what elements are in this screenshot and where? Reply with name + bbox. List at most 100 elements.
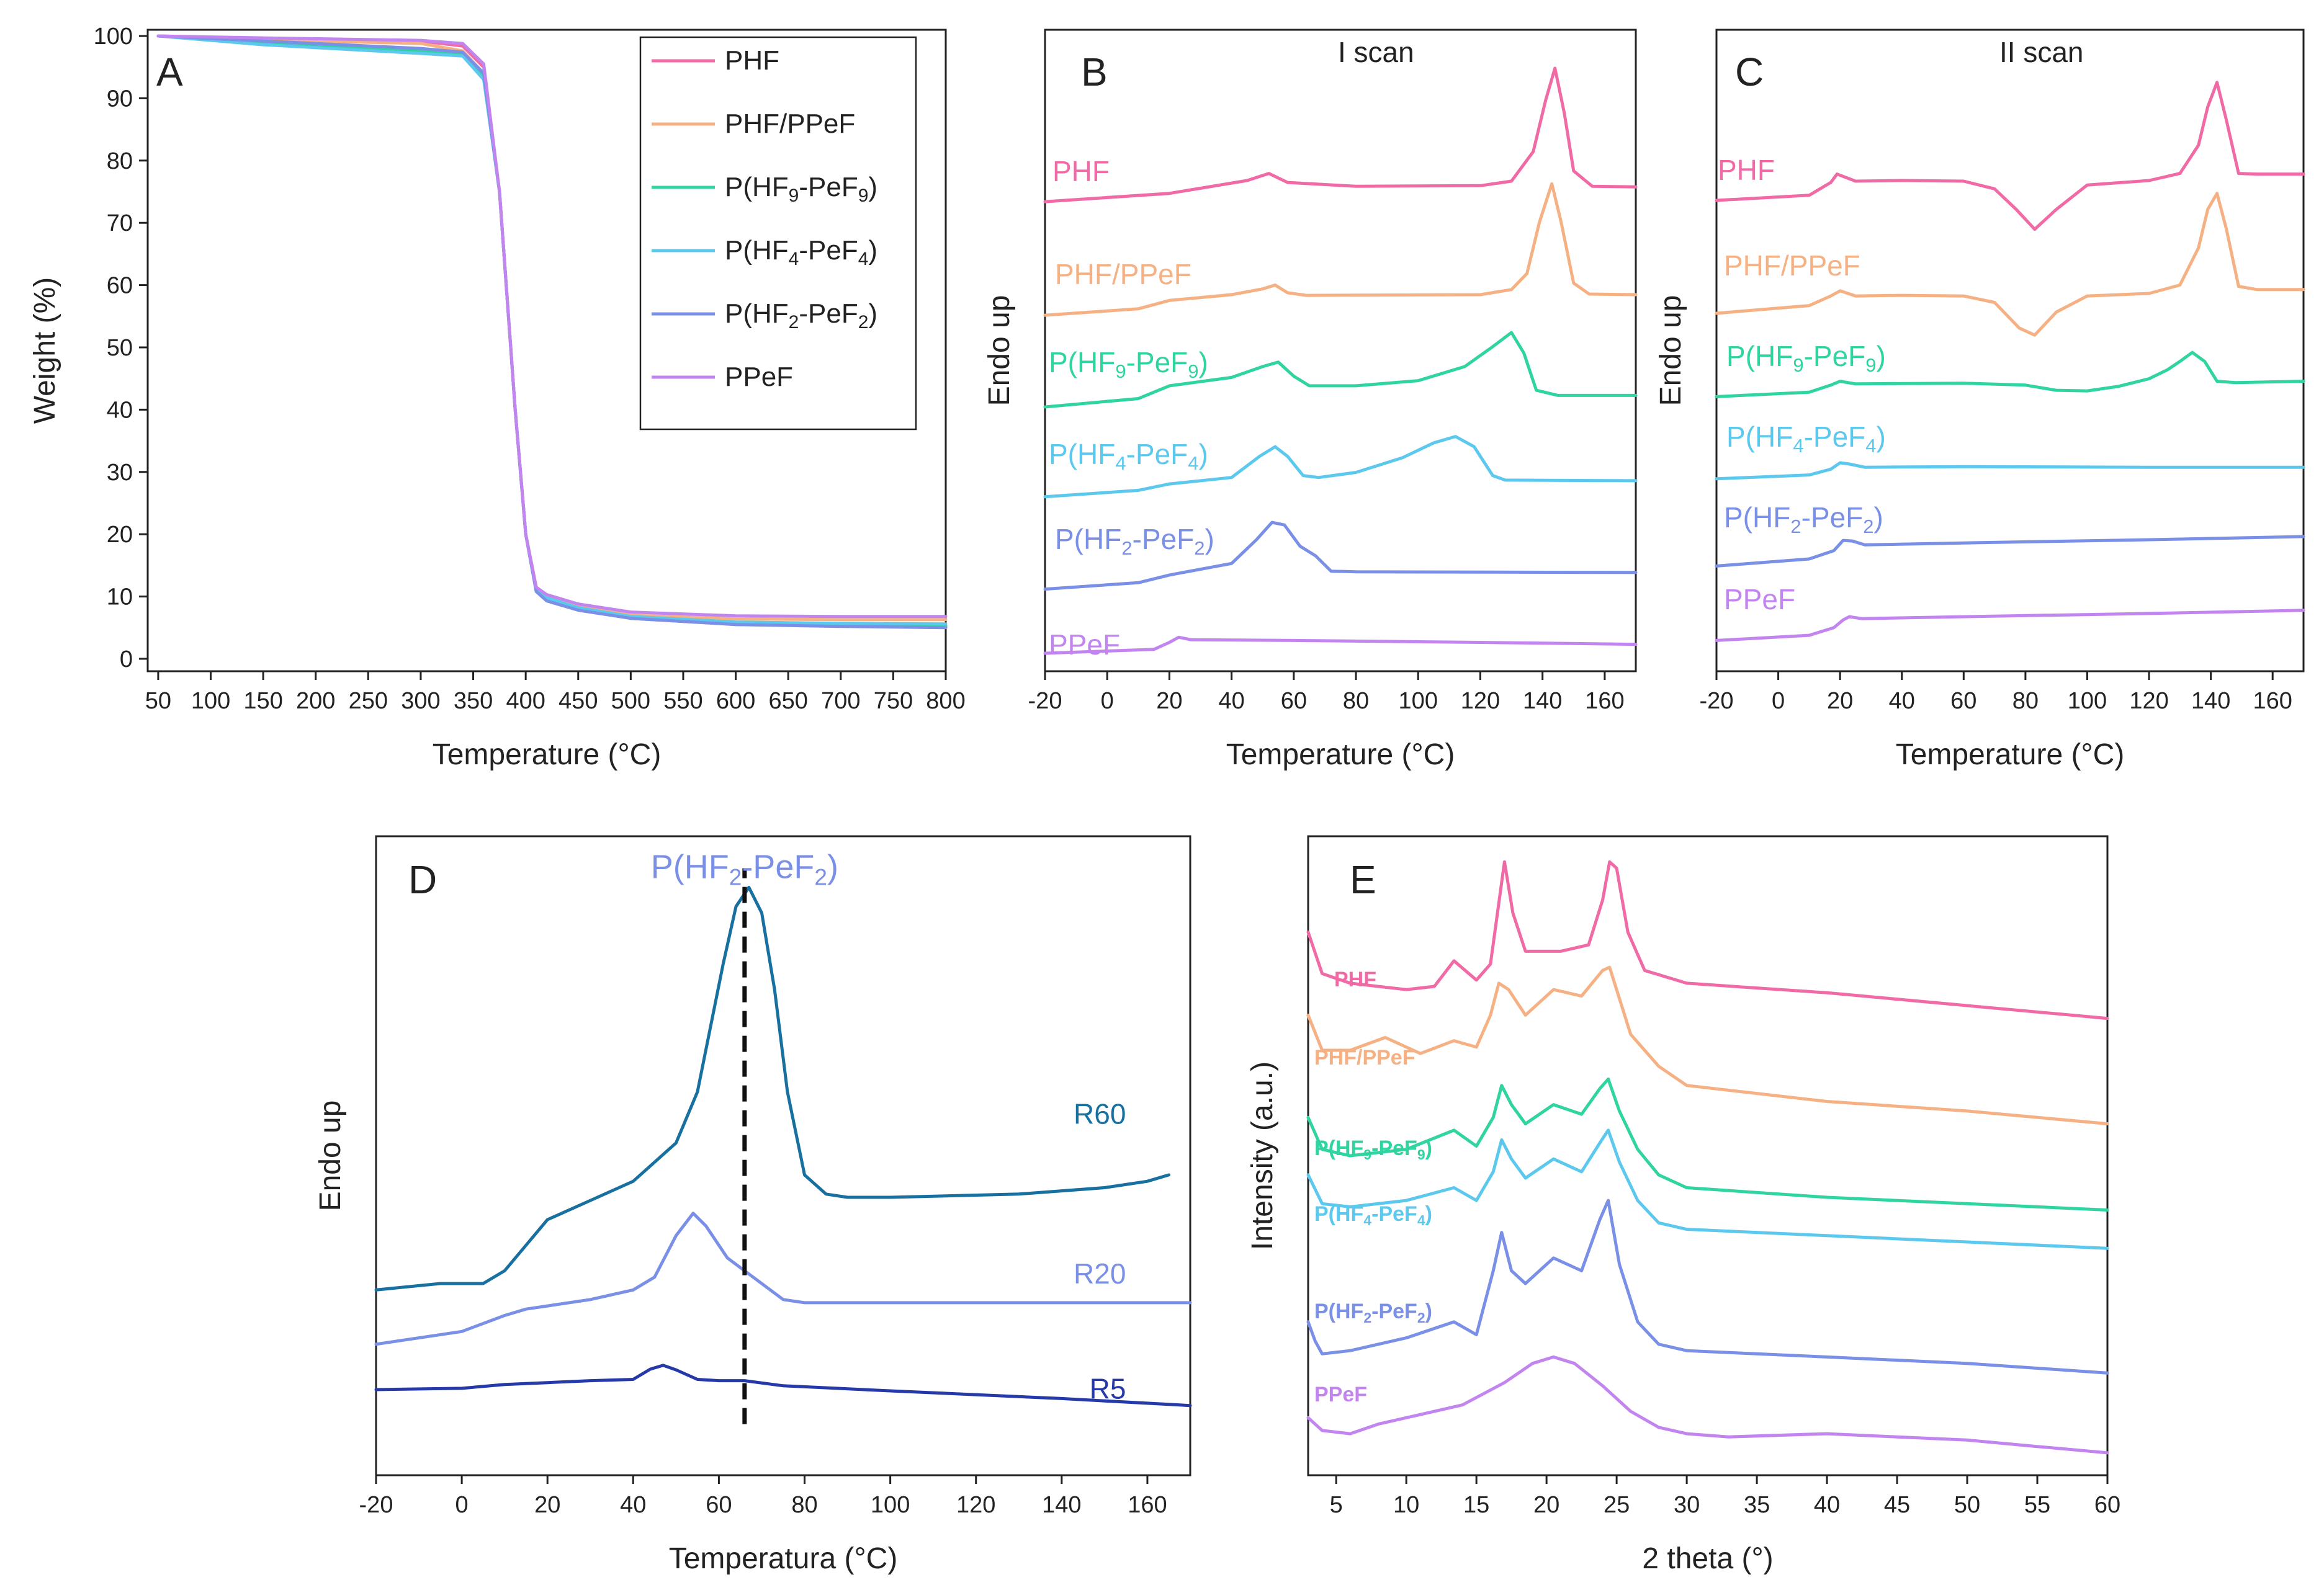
label-part: -PeF: [1126, 346, 1188, 378]
x-axis-title: Temperature (°C): [1896, 738, 2125, 771]
x-tick-label: 800: [926, 688, 965, 714]
label-part: ): [868, 298, 877, 329]
label-part: -PeF: [742, 849, 814, 886]
panel-letter: D: [408, 857, 437, 902]
top-compound-label: P(HF2-PeF2): [651, 849, 838, 890]
y-tick-label: 50: [107, 335, 133, 361]
x-tick-label: 120: [1461, 688, 1500, 714]
x-tick-label: 120: [956, 1492, 995, 1518]
series-line-3: [1715, 461, 2305, 481]
label-subscript: 9: [1363, 1146, 1371, 1163]
label-part: PPeF: [1724, 583, 1795, 615]
series-line-5: [156, 34, 948, 619]
x-axis-title: Temperatura (°C): [669, 1542, 898, 1575]
label-part: P(HF: [725, 298, 789, 329]
series-line-1: [374, 1212, 1192, 1346]
label-subscript: 2: [729, 865, 742, 890]
label-subscript: 4: [1793, 435, 1803, 457]
x-tick-label: 200: [296, 688, 335, 714]
series-label-3: P(HF4-PeF4): [1049, 438, 1208, 474]
series-label-0: PHF: [1718, 154, 1775, 186]
label-part: P(HF: [725, 172, 789, 202]
x-tick-label: 40: [1218, 688, 1244, 714]
label-part: P(HF: [1314, 1202, 1363, 1226]
panel-e: 5 10 15 20 25 30 35 40 45 50 55 60 2 theta (°) Intens…: [1246, 835, 2120, 1575]
y-axis-title: Endo up: [983, 295, 1016, 406]
label-subscript: 9: [789, 185, 799, 206]
label-part: P(HF: [1726, 421, 1793, 453]
label-subscript: 2: [1790, 516, 1801, 537]
x-tick-label: 120: [2129, 688, 2168, 714]
y-tick-label: 70: [107, 210, 133, 236]
series-line-1: [1043, 182, 1638, 317]
panel-letter: A: [156, 50, 183, 94]
label-part: P(HF: [725, 235, 789, 266]
x-tick-label: 250: [349, 688, 388, 714]
label-part: ): [1874, 501, 1883, 534]
x-tick-label: 15: [1463, 1492, 1489, 1518]
x-tick-label: 750: [874, 688, 913, 714]
label-part: -PeF: [1371, 1137, 1417, 1160]
x-tick-label: 100: [191, 688, 230, 714]
label-subscript: 4: [1363, 1212, 1371, 1228]
label-part: P(HF: [1049, 438, 1115, 470]
label-part: -PeF: [799, 235, 858, 266]
series-line-5: [1715, 609, 2305, 642]
y-tick-label: 0: [120, 646, 133, 672]
x-tick-label: 100: [1399, 688, 1438, 714]
label-part: -PeF: [1371, 1202, 1417, 1226]
series-line-2: [374, 1364, 1192, 1408]
label-part: ): [868, 172, 877, 202]
x-tick-label: 10: [1393, 1492, 1419, 1518]
label-subscript: 2: [814, 865, 827, 890]
label-subscript: 2: [1417, 1310, 1425, 1326]
x-tick-label: 140: [1523, 688, 1562, 714]
label-subscript: 4: [1865, 435, 1876, 457]
x-tick-label: 140: [1042, 1492, 1081, 1518]
x-tick-label: 700: [821, 688, 860, 714]
x-tick-label: 45: [1884, 1492, 1910, 1518]
label-part: PHF/PPeF: [1724, 249, 1860, 282]
label-part: PHF/PPeF: [1055, 258, 1191, 290]
x-tick-label: 40: [1814, 1492, 1840, 1518]
panel-a: 50 100 150 200 250 300 350 400 450 500 550 600 650 70…: [29, 24, 966, 771]
panel-title: II scan: [1999, 36, 2084, 68]
panel-letter: E: [1350, 857, 1376, 902]
x-tick-label: 160: [1585, 688, 1624, 714]
label-part: ): [827, 849, 838, 886]
series-label-3: P(HF4-PeF4): [1314, 1202, 1432, 1228]
x-tick-label: 80: [1343, 688, 1369, 714]
label-part: ): [1425, 1202, 1432, 1226]
label-part: ): [1877, 340, 1886, 372]
label-part: -PeF: [1801, 501, 1864, 534]
label-subscript: 2: [789, 312, 799, 333]
x-tick-label: 80: [2012, 688, 2039, 714]
y-tick-label: 30: [107, 460, 133, 486]
series-line-0: [1043, 66, 1638, 203]
label-subscript: 2: [1363, 1310, 1371, 1326]
label-part: PPeF: [725, 362, 793, 392]
x-tick-label: 60: [2094, 1492, 2120, 1518]
series-line-2: [1043, 331, 1638, 409]
plot-frame: [1307, 835, 2109, 1476]
x-tick-label: 20: [1533, 1492, 1559, 1518]
plot-frame: [1715, 29, 2305, 672]
series-label-5: PPeF: [1049, 628, 1120, 661]
x-tick-label: 650: [768, 688, 807, 714]
y-axis-title: Intensity (a.u.): [1246, 1061, 1279, 1250]
series-label-r60: R60: [1074, 1098, 1126, 1130]
series-label-4: P(HF2-PeF2): [1314, 1300, 1432, 1326]
y-axis-title: Endo up: [314, 1101, 347, 1212]
label-subscript: 4: [1188, 452, 1198, 474]
label-subscript: 4: [858, 249, 869, 269]
series-label-r20: R20: [1074, 1257, 1126, 1290]
label-part: -PeF: [799, 298, 858, 329]
label-subscript: 4: [1417, 1212, 1425, 1228]
label-subscript: 9: [1115, 360, 1126, 382]
label-subscript: 4: [1115, 452, 1126, 474]
label-part: P(HF: [1055, 523, 1121, 555]
label-part: -PeF: [1371, 1300, 1417, 1323]
x-tick-label: 5: [1330, 1492, 1343, 1518]
series-label-4: P(HF2-PeF2): [1055, 523, 1214, 559]
x-tick-label: 0: [455, 1492, 469, 1518]
